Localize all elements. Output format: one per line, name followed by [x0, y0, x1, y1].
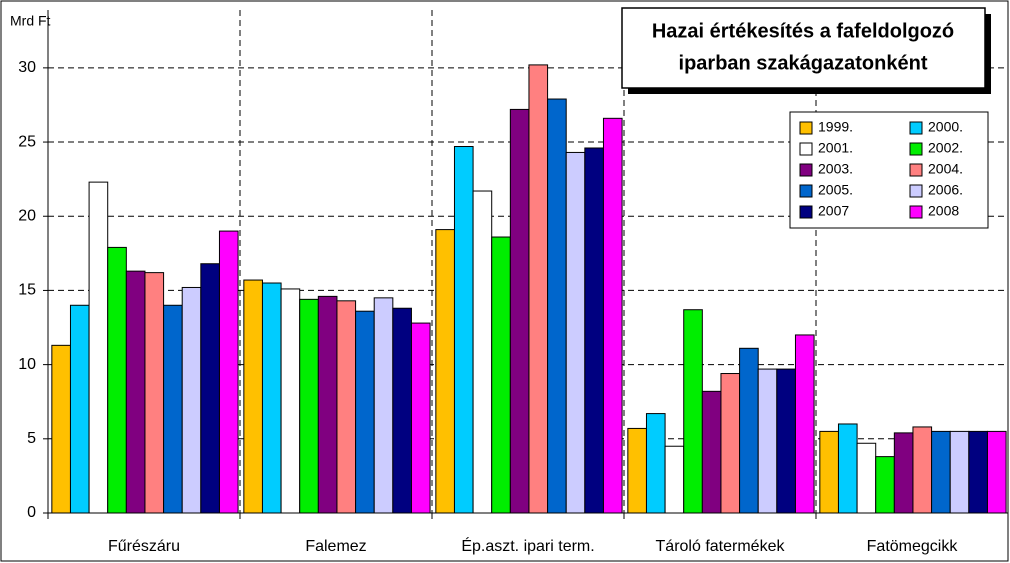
- bar: [491, 236, 511, 514]
- bar: [261, 282, 282, 514]
- bar: [435, 229, 455, 514]
- bar: [949, 430, 970, 514]
- legend-box: [789, 111, 989, 229]
- legend-label: 2002.: [928, 140, 963, 156]
- legend-swatch: [909, 121, 923, 135]
- bar: [218, 230, 239, 514]
- bar: [776, 368, 796, 514]
- bar: [51, 344, 71, 514]
- bar: [200, 263, 220, 514]
- bar: [144, 272, 165, 514]
- chart-title: iparban szakágazatonként: [679, 52, 928, 74]
- legend-label: 1999.: [818, 119, 853, 135]
- bar: [453, 146, 474, 514]
- bar: [875, 456, 895, 514]
- x-tick-label: Falemez: [305, 538, 366, 555]
- bar: [757, 368, 778, 514]
- bar: [280, 288, 301, 514]
- bar: [107, 246, 127, 514]
- legend-label: 2007: [818, 203, 849, 219]
- bar: [509, 108, 530, 514]
- bar: [410, 322, 431, 514]
- bar: [739, 347, 759, 514]
- bar: [645, 413, 666, 514]
- bar: [602, 117, 623, 514]
- bar: [69, 304, 90, 514]
- x-tick-label: Fatömegcikk: [867, 538, 959, 555]
- legend-swatch: [909, 205, 923, 219]
- bar: [893, 432, 914, 514]
- bar: [125, 270, 146, 514]
- chart-title: Hazai értékesítés a fafeldolgozó: [652, 20, 954, 42]
- bar: [701, 390, 722, 514]
- y-tick-label: 5: [27, 430, 36, 447]
- bar: [472, 190, 493, 514]
- bar: [837, 423, 858, 514]
- bar: [355, 310, 375, 514]
- legend-swatch: [799, 163, 813, 177]
- legend-swatch: [799, 205, 813, 219]
- bar: [547, 98, 567, 514]
- y-tick-label: 20: [18, 207, 36, 224]
- bar: [856, 442, 877, 514]
- bar: [664, 445, 685, 514]
- legend-label: 2003.: [818, 161, 853, 177]
- bar: [373, 297, 394, 514]
- bar: [794, 334, 815, 514]
- bar: [565, 151, 586, 514]
- bar: [392, 307, 412, 514]
- legend-label: 2006.: [928, 182, 963, 198]
- bar: [683, 309, 703, 514]
- legend-swatch: [909, 184, 923, 198]
- bar: [584, 147, 604, 514]
- legend-label: 2008: [928, 203, 959, 219]
- bar: [336, 300, 357, 514]
- x-tick-label: Fűrészáru: [108, 538, 180, 555]
- legend-swatch: [909, 163, 923, 177]
- legend-swatch: [799, 184, 813, 198]
- legend-label: 2000.: [928, 119, 963, 135]
- legend-label: 2001.: [818, 140, 853, 156]
- title-box: [621, 7, 986, 89]
- bar: [317, 295, 338, 514]
- bar: [627, 427, 647, 514]
- bar: [528, 64, 549, 514]
- y-tick-label: 15: [18, 282, 36, 299]
- x-tick-label: Tároló fatermékek: [656, 538, 786, 555]
- bar: [163, 304, 183, 514]
- y-tick-label: 30: [18, 59, 36, 76]
- y-tick-label: 25: [18, 133, 36, 150]
- bar: [986, 430, 1007, 514]
- legend-label: 2005.: [818, 182, 853, 198]
- x-tick-label: Ép.aszt. ipari term.: [461, 536, 594, 555]
- bar: [931, 430, 951, 514]
- legend-label: 2004.: [928, 161, 963, 177]
- y-tick-label: 10: [18, 356, 36, 373]
- bar: [819, 430, 839, 514]
- bar: [912, 426, 933, 514]
- bar: [88, 181, 109, 514]
- legend-swatch: [909, 142, 923, 156]
- bar: [243, 279, 263, 514]
- bar: [299, 298, 319, 514]
- legend-swatch: [799, 121, 813, 135]
- bar: [720, 373, 741, 514]
- y-axis-label: Mrd Ft: [10, 13, 51, 29]
- bar: [181, 286, 202, 514]
- bar: [968, 430, 988, 514]
- y-tick-label: 0: [27, 504, 36, 521]
- legend-swatch: [799, 142, 813, 156]
